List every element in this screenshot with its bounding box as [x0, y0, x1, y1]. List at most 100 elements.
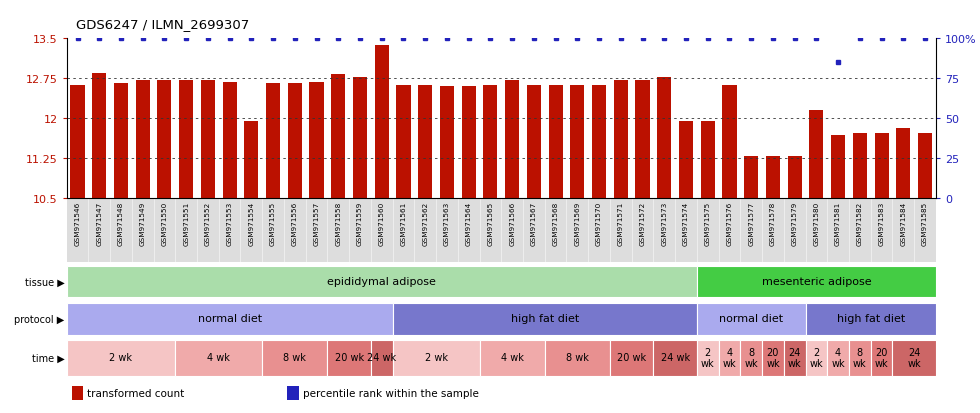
Bar: [483, 86, 498, 198]
Text: 8
wk: 8 wk: [745, 347, 758, 368]
Text: GSM971553: GSM971553: [226, 202, 232, 246]
Bar: [827, 341, 849, 376]
Bar: [331, 75, 345, 198]
Text: GSM971557: GSM971557: [314, 202, 319, 246]
Text: time ▶: time ▶: [32, 353, 65, 363]
Bar: [397, 86, 411, 198]
Bar: [327, 341, 370, 376]
Bar: [179, 81, 193, 198]
Text: GSM971570: GSM971570: [596, 202, 602, 246]
Text: 20 wk: 20 wk: [334, 353, 364, 363]
Text: 20
wk: 20 wk: [766, 347, 780, 368]
Bar: [440, 87, 454, 198]
Bar: [610, 341, 654, 376]
Bar: [831, 136, 845, 198]
Text: 4
wk: 4 wk: [722, 347, 736, 368]
Text: GSM971565: GSM971565: [487, 202, 493, 246]
Bar: [158, 81, 172, 198]
Bar: [374, 46, 389, 198]
Text: GSM971572: GSM971572: [640, 202, 646, 246]
Text: GSM971575: GSM971575: [705, 202, 710, 246]
Text: 2
wk: 2 wk: [809, 347, 823, 368]
Text: 2 wk: 2 wk: [424, 353, 448, 363]
Text: GSM971546: GSM971546: [74, 202, 80, 246]
Bar: [479, 341, 545, 376]
Text: normal diet: normal diet: [198, 313, 262, 323]
Text: GSM971568: GSM971568: [553, 202, 559, 246]
Text: 2 wk: 2 wk: [110, 353, 132, 363]
Text: mesenteric adipose: mesenteric adipose: [761, 276, 871, 286]
Text: GSM971579: GSM971579: [792, 202, 798, 246]
Bar: [697, 341, 718, 376]
Bar: [697, 266, 936, 298]
Text: GSM971571: GSM971571: [617, 202, 624, 246]
Bar: [393, 341, 479, 376]
Bar: [288, 84, 302, 198]
Text: 24
wk: 24 wk: [907, 347, 921, 368]
Bar: [353, 77, 368, 198]
Text: GSM971549: GSM971549: [140, 202, 146, 246]
Text: GSM971561: GSM971561: [401, 202, 407, 246]
Bar: [71, 86, 84, 198]
Text: GSM971585: GSM971585: [922, 202, 928, 246]
Bar: [654, 341, 697, 376]
Bar: [635, 81, 650, 198]
Bar: [570, 86, 584, 198]
Text: 2
wk: 2 wk: [701, 347, 714, 368]
Bar: [67, 266, 697, 298]
Bar: [549, 86, 563, 198]
Bar: [853, 133, 867, 198]
Bar: [897, 128, 910, 198]
Text: GSM971564: GSM971564: [466, 202, 471, 246]
Text: GSM971556: GSM971556: [292, 202, 298, 246]
Bar: [263, 341, 327, 376]
Bar: [175, 341, 263, 376]
Bar: [765, 157, 780, 198]
Bar: [679, 121, 693, 198]
Text: GSM971547: GSM971547: [96, 202, 102, 246]
Text: protocol ▶: protocol ▶: [15, 314, 65, 324]
Text: GSM971548: GSM971548: [118, 202, 123, 246]
Bar: [613, 81, 628, 198]
Text: GSM971566: GSM971566: [510, 202, 515, 246]
Bar: [222, 83, 237, 198]
Text: GSM971583: GSM971583: [879, 202, 885, 246]
Bar: [806, 303, 936, 335]
Text: GSM971560: GSM971560: [378, 202, 385, 246]
Text: GSM971552: GSM971552: [205, 202, 211, 246]
Bar: [701, 121, 714, 198]
Text: 20
wk: 20 wk: [875, 347, 889, 368]
Text: 24 wk: 24 wk: [368, 353, 396, 363]
Bar: [740, 341, 762, 376]
Text: high fat diet: high fat diet: [511, 313, 579, 323]
Bar: [806, 341, 827, 376]
Text: GSM971558: GSM971558: [335, 202, 341, 246]
Text: GSM971578: GSM971578: [770, 202, 776, 246]
Text: percentile rank within the sample: percentile rank within the sample: [303, 388, 478, 398]
Bar: [393, 303, 697, 335]
Text: GSM971577: GSM971577: [748, 202, 755, 246]
Bar: [244, 121, 259, 198]
Text: GSM971562: GSM971562: [422, 202, 428, 246]
Text: 24
wk: 24 wk: [788, 347, 802, 368]
Text: normal diet: normal diet: [719, 313, 783, 323]
Bar: [114, 84, 128, 198]
Text: 8 wk: 8 wk: [283, 353, 307, 363]
Bar: [266, 84, 280, 198]
Bar: [784, 341, 806, 376]
Bar: [849, 341, 870, 376]
Text: GSM971550: GSM971550: [162, 202, 168, 246]
Bar: [67, 341, 175, 376]
Text: GSM971574: GSM971574: [683, 202, 689, 246]
Bar: [718, 341, 740, 376]
Bar: [310, 83, 323, 198]
Bar: [287, 386, 299, 400]
Text: 24 wk: 24 wk: [661, 353, 690, 363]
Text: 4 wk: 4 wk: [501, 353, 523, 363]
Bar: [809, 111, 823, 198]
Text: GSM971554: GSM971554: [248, 202, 255, 246]
Text: GSM971580: GSM971580: [813, 202, 819, 246]
Bar: [874, 133, 889, 198]
Text: 4
wk: 4 wk: [831, 347, 845, 368]
Bar: [722, 86, 737, 198]
